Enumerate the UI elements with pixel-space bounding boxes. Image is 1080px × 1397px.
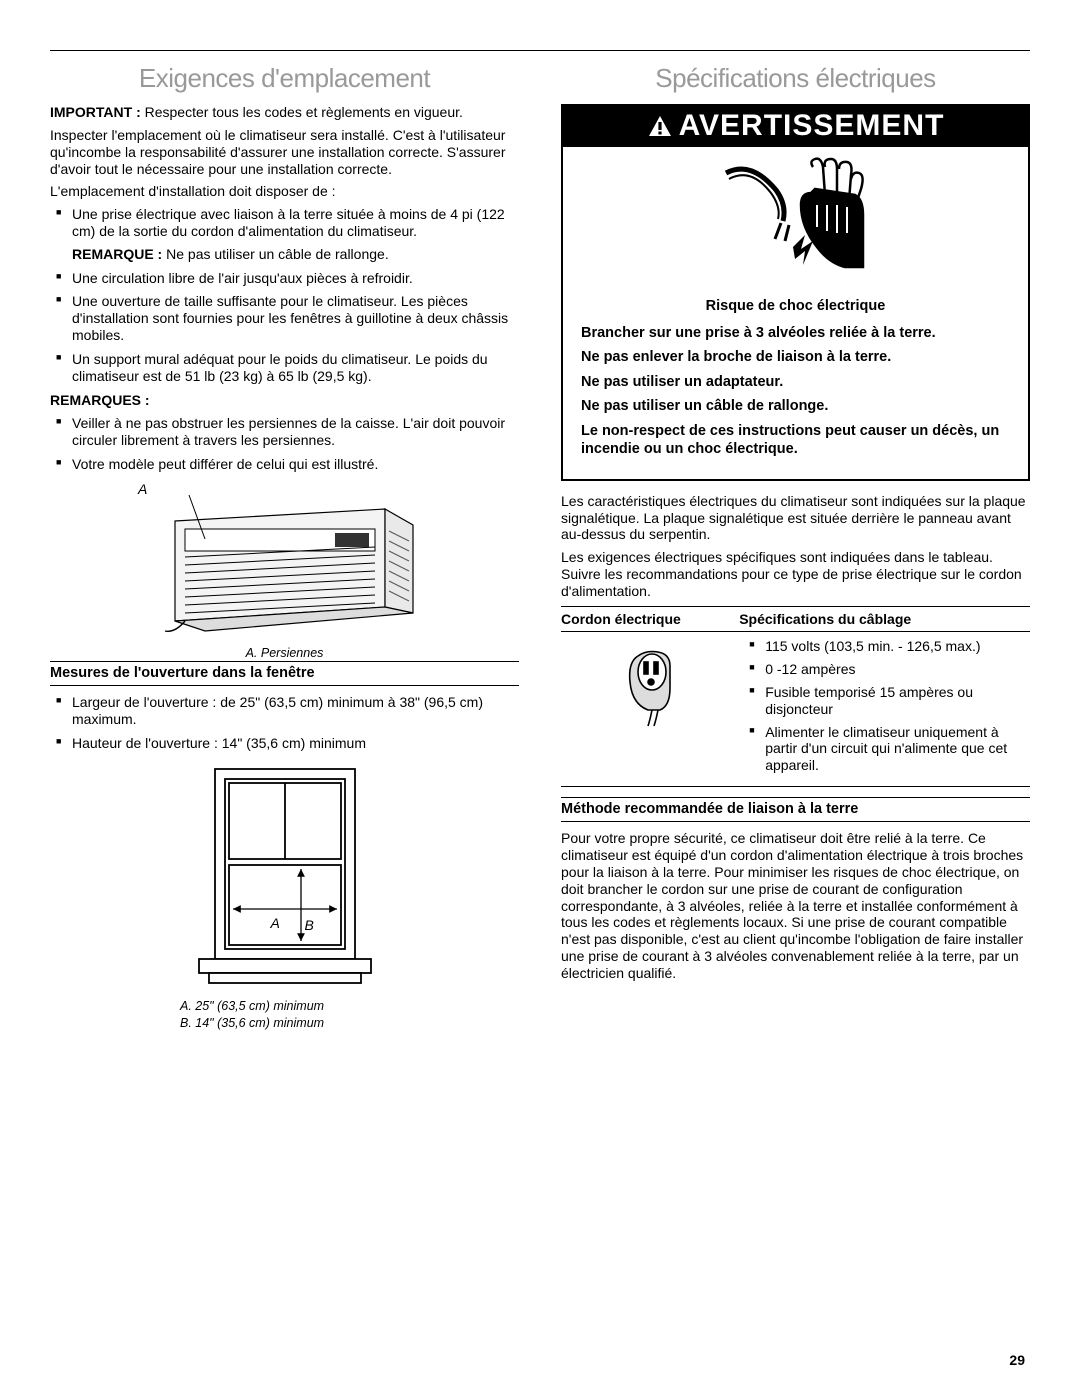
list-item: Une circulation libre de l'air jusqu'aux… [50, 270, 519, 287]
list-item: Hauteur de l'ouverture : 14" (35,6 cm) m… [50, 735, 519, 752]
tbl-head-2: Spécifications du câblage [739, 606, 1030, 632]
wiring-table: Cordon électrique Spécifications du câbl… [561, 606, 1030, 787]
subhead-window-text: Mesures de l'ouverture dans la fenêtre [50, 665, 519, 682]
left-section-title: Exigences d'emplacement [50, 63, 519, 94]
left-bullets-3: Largeur de l'ouverture : de 25" (63,5 cm… [50, 694, 519, 751]
warn-center: Risque de choc électrique [581, 297, 1010, 316]
warn-line: Le non-respect de ces instructions peut … [581, 422, 1010, 459]
warn-line: Ne pas utiliser un câble de rallonge. [581, 397, 1010, 416]
subhead-grounding-text: Méthode recommandée de liaison à la terr… [561, 801, 1030, 818]
shock-hand-figure [563, 147, 1028, 293]
warning-body: Risque de choc électrique Brancher sur u… [563, 293, 1028, 479]
fig2-label-a: A [271, 915, 280, 932]
warning-header-text: AVERTISSEMENT [679, 108, 945, 144]
list-item: Une ouverture de taille suffisante pour … [50, 293, 519, 343]
right-p3: Pour votre propre sécurité, ce climatise… [561, 830, 1030, 981]
right-column: Spécifications électriques AVERTISSEMENT [561, 63, 1030, 1031]
list-item: Votre modèle peut différer de celui qui … [50, 456, 519, 473]
list-item: Largeur de l'ouverture : de 25" (63,5 cm… [50, 694, 519, 728]
spec-cell: 115 volts (103,5 min. - 126,5 max.) 0 -1… [739, 632, 1030, 787]
list-item: Veiller à ne pas obstruer les persiennes… [50, 415, 519, 449]
two-column-layout: Exigences d'emplacement IMPORTANT : Resp… [50, 63, 1030, 1031]
list-text: Une prise électrique avec liaison à la t… [72, 206, 505, 239]
left-column: Exigences d'emplacement IMPORTANT : Resp… [50, 63, 519, 1031]
warn-line: Ne pas enlever la broche de liaison à la… [581, 348, 1010, 367]
right-p2: Les exigences électriques spécifiques so… [561, 549, 1030, 599]
remarques-heading: REMARQUES : [50, 392, 519, 409]
tbl-head-1: Cordon électrique [561, 606, 739, 632]
page-number: 29 [1009, 1352, 1025, 1369]
warning-box: AVERTISSEMENT [561, 104, 1030, 481]
plug-icon [620, 638, 680, 728]
remarque-text: Ne pas utiliser un câble de rallonge. [162, 246, 388, 262]
list-item: Alimenter le climatiseur uniquement à pa… [743, 724, 1026, 774]
remarque-label: REMARQUE : [72, 246, 162, 262]
right-p1: Les caractéristiques électriques du clim… [561, 493, 1030, 543]
important-label: IMPORTANT : [50, 104, 141, 120]
warn-line: Ne pas utiliser un adaptateur. [581, 373, 1010, 392]
warning-header: AVERTISSEMENT [563, 106, 1028, 147]
fig2-label-b: B [305, 917, 314, 934]
list-item: 0 -12 ampères [743, 661, 1026, 678]
list-item: Un support mural adéquat pour le poids d… [50, 351, 519, 385]
top-rule [50, 50, 1030, 51]
plug-cell [561, 632, 739, 787]
right-section-title: Spécifications électriques [561, 63, 1030, 94]
window-figure: A B [50, 759, 519, 993]
list-item: 115 volts (103,5 min. - 126,5 max.) [743, 638, 1026, 655]
important-text: Respecter tous les codes et règlements e… [141, 104, 463, 120]
subhead-grounding: Méthode recommandée de liaison à la terr… [561, 797, 1030, 822]
fig1-caption: A. Persiennes [50, 646, 519, 661]
list-item: Une prise électrique avec liaison à la t… [50, 206, 519, 262]
subhead-window: Mesures de l'ouverture dans la fenêtre [50, 661, 519, 686]
shock-hand-icon [721, 155, 871, 285]
ac-unit-figure: A [50, 481, 519, 651]
left-bullets-1: Une prise électrique avec liaison à la t… [50, 206, 519, 384]
warn-line: Brancher sur une prise à 3 alvéoles reli… [581, 324, 1010, 343]
fig2-caption-a: A. 25" (63,5 cm) minimum [180, 999, 519, 1014]
window-svg [185, 759, 385, 989]
spec-list: 115 volts (103,5 min. - 126,5 max.) 0 -1… [743, 638, 1026, 774]
list-item: Fusible temporisé 15 ampères ou disjonct… [743, 684, 1026, 718]
left-p1: Inspecter l'emplacement où le climatiseu… [50, 127, 519, 177]
warning-triangle-icon [647, 114, 673, 138]
fig2-caption-b: B. 14" (35,6 cm) minimum [180, 1016, 519, 1031]
important-line: IMPORTANT : Respecter tous les codes et … [50, 104, 519, 121]
remarque-line: REMARQUE : Ne pas utiliser un câble de r… [72, 246, 519, 263]
left-p2: L'emplacement d'installation doit dispos… [50, 183, 519, 200]
ac-unit-svg [135, 481, 435, 641]
fig1-label-a: A [138, 481, 147, 498]
left-bullets-2: Veiller à ne pas obstruer les persiennes… [50, 415, 519, 472]
